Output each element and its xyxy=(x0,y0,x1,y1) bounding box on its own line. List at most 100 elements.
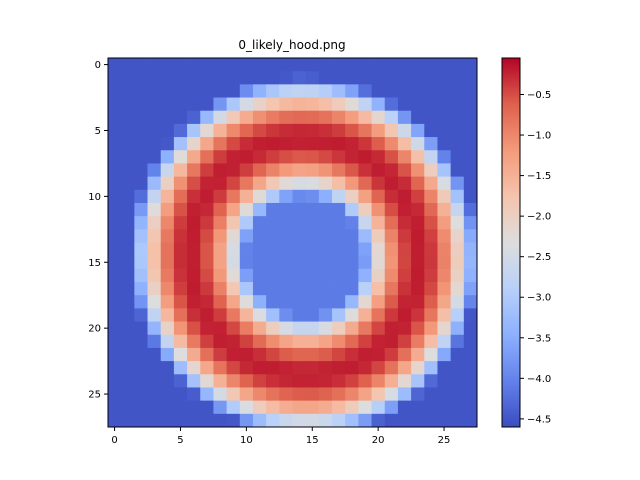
heatmap-cell xyxy=(437,387,452,402)
heatmap-cell xyxy=(305,216,320,230)
heatmap-cell xyxy=(279,110,293,125)
heatmap-cell xyxy=(305,176,320,191)
heatmap-cell xyxy=(279,163,293,178)
heatmap-cell xyxy=(147,282,162,296)
heatmap-cell xyxy=(450,347,465,362)
heatmap-cell xyxy=(108,97,122,112)
heatmap-cell xyxy=(411,308,425,322)
heatmap-cell xyxy=(147,295,162,309)
heatmap-cell xyxy=(411,347,425,362)
heatmap-cell xyxy=(108,137,122,151)
heatmap-cell xyxy=(384,308,399,322)
heatmap-cell xyxy=(332,163,346,178)
heatmap-cell xyxy=(226,71,241,85)
heatmap-cell xyxy=(345,97,359,112)
heatmap-cell xyxy=(411,189,425,204)
heatmap-cell xyxy=(134,255,148,270)
heatmap-cell xyxy=(384,202,399,217)
heatmap-cell xyxy=(358,374,372,388)
heatmap-cell xyxy=(108,347,122,362)
heatmap-cell xyxy=(279,123,293,138)
heatmap-cell xyxy=(121,71,135,85)
heatmap-cell xyxy=(424,334,438,349)
heatmap-cell xyxy=(437,150,452,164)
heatmap-cell xyxy=(200,282,214,296)
heatmap-cell xyxy=(200,123,214,138)
heatmap-cell xyxy=(160,387,175,402)
heatmap-cell xyxy=(332,334,346,349)
heatmap-cell xyxy=(332,58,346,72)
heatmap-cell xyxy=(424,255,438,270)
heatmap-cell xyxy=(266,374,280,388)
heatmap-cell xyxy=(318,308,333,322)
heatmap-cell xyxy=(384,400,399,415)
heatmap-cell xyxy=(239,110,254,125)
heatmap-cell xyxy=(252,216,267,230)
heatmap-cell xyxy=(345,84,359,98)
heatmap-cell xyxy=(345,387,359,402)
heatmap-cell xyxy=(332,176,346,191)
heatmap-cell xyxy=(108,374,122,388)
heatmap-cell xyxy=(252,374,267,388)
heatmap-cell xyxy=(411,413,425,428)
heatmap-cell xyxy=(200,84,214,98)
heatmap-cell xyxy=(371,268,386,283)
plot-frame xyxy=(107,57,478,428)
heatmap-cell xyxy=(134,268,148,283)
heatmap-cell xyxy=(424,321,438,336)
heatmap-cell xyxy=(305,347,320,362)
heatmap-cell xyxy=(305,268,320,283)
heatmap-cell xyxy=(384,189,399,204)
heatmap-cell xyxy=(292,361,307,375)
heatmap-cell xyxy=(437,321,452,336)
heatmap-cell xyxy=(292,58,307,72)
heatmap-cell xyxy=(332,321,346,336)
heatmap-cell xyxy=(292,150,307,164)
heatmap-cell xyxy=(318,413,333,428)
heatmap-cell xyxy=(134,189,148,204)
heatmap-cell xyxy=(266,268,280,283)
heatmap-cell xyxy=(411,334,425,349)
heatmap-cell xyxy=(200,321,214,336)
heatmap-cell xyxy=(108,282,122,296)
heatmap-cell xyxy=(121,123,135,138)
heatmap-cell xyxy=(384,84,399,98)
heatmap-cell xyxy=(397,242,412,257)
colorbar-tick-label: −3.5 xyxy=(527,333,551,344)
heatmap-cell xyxy=(160,58,175,72)
chart-title: 0_likely_hood.png xyxy=(238,38,345,52)
heatmap-cell xyxy=(305,374,320,388)
x-tick-label: 0 xyxy=(111,435,117,446)
heatmap-cell xyxy=(424,347,438,362)
heatmap-cell xyxy=(239,202,254,217)
heatmap-cell xyxy=(450,321,465,336)
heatmap-cell xyxy=(173,97,188,112)
heatmap-cell xyxy=(345,189,359,204)
heatmap-cell xyxy=(358,84,372,98)
heatmap-cell xyxy=(332,347,346,362)
heatmap-cell xyxy=(252,110,267,125)
heatmap-cell xyxy=(200,361,214,375)
heatmap-cell xyxy=(397,295,412,309)
heatmap-cell xyxy=(437,189,452,204)
heatmap-cell xyxy=(160,255,175,270)
heatmap-cell xyxy=(424,58,438,72)
heatmap-cell xyxy=(213,137,228,151)
heatmap-cell xyxy=(397,229,412,243)
heatmap-cell xyxy=(384,123,399,138)
heatmap-cell xyxy=(450,123,465,138)
heatmap-cell xyxy=(160,361,175,375)
heatmap-cell xyxy=(121,334,135,349)
heatmap-cell xyxy=(173,58,188,72)
heatmap-cell xyxy=(345,58,359,72)
heatmap-cell xyxy=(200,413,214,428)
heatmap-cell xyxy=(397,202,412,217)
heatmap-cell xyxy=(239,216,254,230)
heatmap-cell xyxy=(147,189,162,204)
heatmap-cell xyxy=(292,176,307,191)
heatmap-cell xyxy=(411,123,425,138)
heatmap-cell xyxy=(213,268,228,283)
heatmap-cell xyxy=(134,374,148,388)
heatmap-cell xyxy=(252,321,267,336)
heatmap-cell xyxy=(279,202,293,217)
